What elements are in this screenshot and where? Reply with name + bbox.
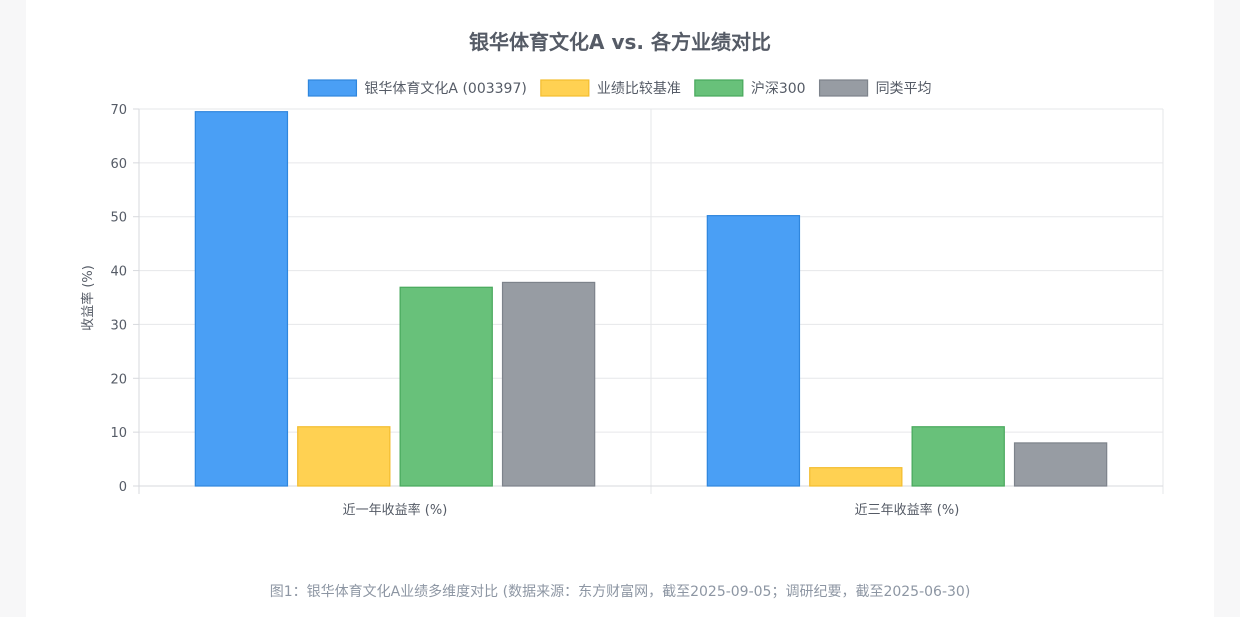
- bar-chart: 银华体育文化A vs. 各方业绩对比 银华体育文化A (003397) 业绩比较基…: [80, 30, 1164, 600]
- y-tick-label: 30: [110, 318, 127, 333]
- y-tick-label: 10: [110, 426, 127, 441]
- x-tick-label: 近一年收益率 (%): [343, 502, 448, 518]
- grid-lines: [138, 108, 1164, 494]
- bar-2-1[interactable]: [297, 426, 391, 487]
- bar-4-1[interactable]: [501, 281, 596, 487]
- y-tick-label: 0: [119, 480, 127, 495]
- y-tick-label: 60: [110, 157, 127, 172]
- legend-swatch: [540, 79, 590, 97]
- legend-swatch: [818, 79, 869, 97]
- y-tick-label: 70: [110, 103, 127, 118]
- y-axis-title: 收益率 (%): [80, 265, 96, 331]
- legend-label: 同类平均: [876, 81, 932, 97]
- x-axis-ticks: 近一年收益率 (%) 近三年收益率 (%): [343, 502, 960, 518]
- y-axis-ticks: 0 10 20 30 40 50 60 70: [110, 103, 139, 495]
- bar-3-2[interactable]: [911, 426, 1005, 487]
- legend-label: 银华体育文化A (003397): [364, 81, 526, 97]
- chart-title: 银华体育文化A vs. 各方业绩对比: [469, 30, 771, 54]
- legend-item[interactable]: 业绩比较基准: [540, 79, 681, 97]
- figure-caption: 图1：银华体育文化A业绩多维度对比 (数据来源：东方财富网，截至2025-09-…: [270, 583, 971, 600]
- bar-group: [194, 111, 1108, 487]
- legend-swatch: [694, 79, 744, 97]
- legend-swatch: [307, 79, 358, 97]
- legend-item[interactable]: 沪深300: [694, 79, 806, 97]
- bar-3-1[interactable]: [399, 286, 493, 487]
- chart-card: 银华体育文化A vs. 各方业绩对比 银华体育文化A (003397) 业绩比较基…: [26, 0, 1214, 617]
- legend-label: 业绩比较基准: [597, 80, 681, 97]
- bar-1-1[interactable]: [194, 111, 289, 487]
- bar-4-2[interactable]: [1013, 442, 1108, 487]
- chart-legend: 银华体育文化A (003397) 业绩比较基准 沪深300 同类平均: [307, 79, 932, 97]
- y-tick-label: 50: [110, 211, 127, 226]
- y-tick-label: 40: [110, 265, 127, 280]
- y-tick-label: 20: [110, 372, 127, 387]
- x-tick-label: 近三年收益率 (%): [855, 502, 960, 518]
- legend-item[interactable]: 银华体育文化A (003397): [307, 79, 527, 97]
- legend-item[interactable]: 同类平均: [818, 79, 932, 97]
- bar-2-2[interactable]: [809, 467, 903, 487]
- legend-label: 沪深300: [751, 81, 806, 97]
- bar-1-2[interactable]: [706, 215, 801, 487]
